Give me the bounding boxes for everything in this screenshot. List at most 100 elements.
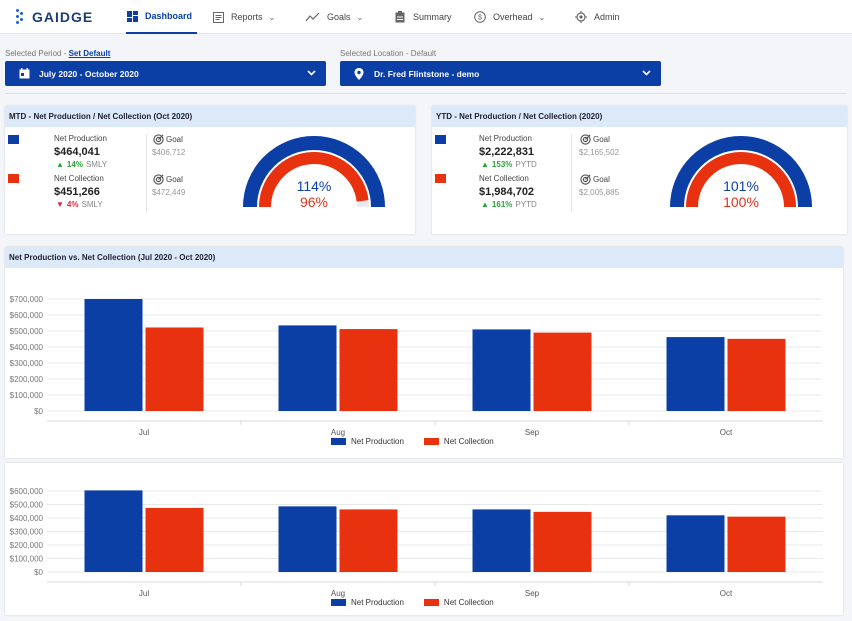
legend-production[interactable]: Net Production	[351, 598, 404, 607]
legend-production[interactable]: Net Production	[351, 437, 404, 446]
nav-goals-label: Goals	[327, 12, 351, 22]
ytd-production-delta-pct: 153%	[491, 160, 513, 169]
ytd-gauge-production-pct: 101%	[723, 178, 759, 194]
bar-net-collection-sep[interactable]	[533, 511, 592, 572]
logo-text: GAIDGE	[32, 9, 94, 25]
chevron-down-icon: ⌄	[538, 12, 546, 22]
nav-reports-label: Reports	[231, 12, 263, 22]
gauge-collection-arc	[686, 152, 796, 208]
period-label-text: Selected Period -	[5, 49, 69, 58]
y-tick-label: $0	[34, 568, 43, 577]
bar-net-production-oct[interactable]	[666, 337, 725, 411]
bar-net-collection-jul[interactable]	[145, 507, 204, 572]
bar-net-collection-aug[interactable]	[339, 329, 398, 411]
nav-reports[interactable]: Reports ⌄	[212, 0, 275, 34]
location-select[interactable]: Dr. Fred Flintstone - demo	[340, 61, 661, 86]
bar-net-production-jul[interactable]	[84, 490, 143, 572]
gauge-collection-arc	[259, 152, 369, 208]
bar-net-collection-oct[interactable]	[727, 338, 786, 411]
period-select[interactable]: July 2020 - October 2020	[5, 61, 326, 86]
x-tick-label: Oct	[720, 428, 733, 437]
arrow-down-icon: ▼	[56, 200, 64, 209]
mtd-gauge-collection-pct: 96%	[299, 194, 329, 210]
chevron-down-icon: ⌄	[356, 12, 364, 22]
mtd-gauge	[243, 136, 385, 208]
location-pin-icon	[354, 68, 365, 80]
dashboard-icon	[126, 10, 138, 22]
arrow-up-icon: ▲	[481, 200, 489, 209]
nav-overhead[interactable]: $ Overhead ⌄	[474, 0, 545, 34]
nav-admin[interactable]: Admin	[575, 0, 620, 34]
ytd-collection-label: Net Collection	[479, 174, 529, 183]
collection-swatch	[8, 174, 19, 183]
goal-target-icon	[153, 134, 164, 145]
bar-net-collection-sep[interactable]	[533, 332, 592, 411]
nav-summary-label: Summary	[413, 12, 452, 22]
calendar-icon	[19, 68, 30, 79]
chart-legend: Net Production Net Collection	[331, 437, 514, 446]
y-tick-label: $100,000	[10, 391, 44, 400]
ytd-production-label: Net Production	[479, 134, 532, 143]
ytd-card-title: YTD - Net Production / Net Collection (2…	[432, 106, 847, 127]
gaidge-logo[interactable]: GAIDGE	[16, 7, 93, 27]
legend-collection[interactable]: Net Collection	[443, 598, 494, 607]
ytd-production-compare: PYTD	[515, 160, 537, 169]
chevron-down-icon	[307, 68, 316, 77]
bar-net-production-oct[interactable]	[666, 515, 725, 572]
bar-net-collection-jul[interactable]	[145, 327, 204, 411]
mtd-collection-goal-label: Goal	[166, 175, 183, 184]
mtd-production-value: $464,041	[54, 146, 100, 158]
bar-chart-card-2: $0 $100,000 $200,000 $300,000 $400,000 $500,0…	[5, 463, 843, 615]
net-production-vs-collection-chart: $0 $100,000 $200,000 $300,000 $400,000 $500,0…	[10, 295, 823, 437]
nav-goals[interactable]: Goals ⌄	[306, 0, 363, 34]
kpi-divider	[571, 134, 572, 212]
mtd-collection-value: $451,266	[54, 186, 100, 198]
mtd-production-label: Net Production	[54, 134, 107, 143]
bar-net-production-jul[interactable]	[84, 299, 143, 411]
mtd-collection-compare: SMLY	[81, 200, 103, 209]
bar-net-production-sep[interactable]	[472, 509, 531, 572]
nav-dashboard[interactable]: Dashboard	[126, 0, 197, 34]
set-default-link[interactable]: Set Default	[68, 49, 111, 58]
x-tick-label: Sep	[525, 589, 540, 598]
top-nav: GAIDGE Dashboard Reports ⌄ Goals ⌄ Summa…	[0, 0, 852, 34]
kpi-divider	[146, 134, 147, 212]
y-tick-label: $100,000	[10, 555, 44, 564]
mtd-production-delta: ▲ 14% SMLY	[56, 160, 107, 169]
bar-net-production-aug[interactable]	[278, 506, 337, 572]
y-tick-label: $200,000	[10, 375, 44, 384]
nav-overhead-label: Overhead	[493, 12, 533, 22]
chart-legend: Net Production Net Collection	[331, 598, 514, 607]
y-tick-label: $300,000	[10, 359, 44, 368]
logo-dots-icon	[16, 9, 28, 25]
production-swatch	[8, 135, 19, 144]
legend-collection[interactable]: Net Collection	[443, 437, 494, 446]
y-tick-label: $200,000	[10, 541, 44, 550]
y-tick-label: $500,000	[10, 501, 44, 510]
production-swatch	[435, 135, 446, 144]
chart-title: Net Production vs. Net Collection (Jul 2…	[5, 247, 843, 268]
ytd-production-value: $2,222,831	[479, 146, 535, 158]
bar-net-production-aug[interactable]	[278, 325, 337, 411]
x-tick-label: Aug	[331, 428, 345, 437]
bar-net-collection-aug[interactable]	[339, 509, 398, 572]
ytd-collection-goal-label: Goal	[593, 175, 610, 184]
nav-summary[interactable]: Summary	[394, 0, 452, 34]
legend-swatch-collection	[423, 438, 439, 445]
y-tick-label: $0	[34, 407, 43, 416]
y-tick-label: $700,000	[10, 295, 44, 304]
section-divider	[5, 93, 847, 94]
gauge-production-arc	[243, 136, 385, 208]
period-select-value: July 2020 - October 2020	[39, 68, 139, 79]
bar-net-collection-oct[interactable]	[727, 516, 786, 572]
bar-net-production-sep[interactable]	[472, 329, 531, 411]
chevron-down-icon: ⌄	[268, 12, 276, 22]
x-tick-label: Jul	[139, 589, 149, 598]
mtd-collection-delta: ▼ 4% SMLY	[56, 200, 103, 209]
legend-swatch-production	[331, 438, 346, 445]
ytd-production-goal-value: $2,165,502	[579, 148, 620, 157]
mtd-card-title: MTD - Net Production / Net Collection (O…	[5, 106, 415, 127]
y-tick-label: $400,000	[10, 343, 44, 352]
mtd-collection-delta-pct: 4%	[66, 200, 79, 209]
x-tick-label: Jul	[139, 428, 149, 437]
